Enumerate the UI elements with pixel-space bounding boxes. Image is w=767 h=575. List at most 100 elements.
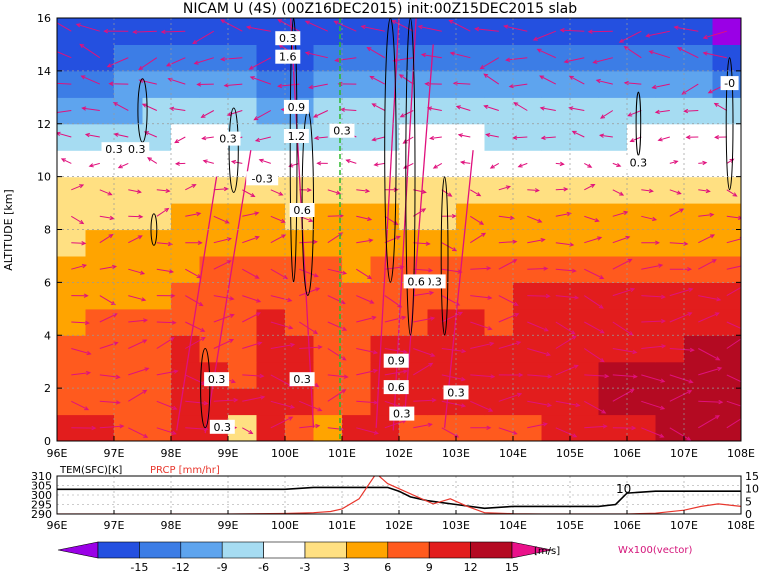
wind-vector	[99, 425, 124, 429]
wind-vector	[309, 83, 328, 89]
wind-vector	[156, 189, 170, 192]
wind-vector	[564, 57, 585, 63]
tem-tick-label: 305	[31, 480, 52, 493]
y-tick-label: 10	[37, 171, 51, 184]
contour-label: 1.6	[279, 51, 297, 64]
contour-label-box	[383, 353, 409, 368]
prcp-tick-label: 10	[745, 483, 759, 496]
colorbar-cell	[221, 541, 264, 559]
wind-vector	[427, 107, 442, 111]
vector-head	[534, 188, 540, 193]
wind-vector	[658, 136, 670, 141]
x-tick-label: 102E	[385, 447, 413, 460]
y-tick-label: 12	[37, 118, 51, 131]
wind-vector	[139, 79, 157, 85]
vector-head	[512, 135, 518, 140]
vector-head	[648, 188, 654, 193]
wind-speed-fill	[57, 18, 741, 441]
vector-head	[141, 297, 147, 302]
wind-vector	[418, 25, 442, 32]
colorbar-tick-label: -9	[217, 561, 228, 574]
vector-head	[474, 26, 480, 32]
wind-vector	[584, 374, 609, 377]
heat-cell	[712, 18, 741, 45]
wind-vector	[61, 158, 72, 164]
colorbar-cell	[346, 541, 389, 559]
vector-head	[365, 188, 371, 194]
vector-head	[203, 400, 209, 406]
wind-vector	[156, 208, 169, 217]
wind-vector	[504, 25, 528, 32]
vector-head	[629, 389, 635, 394]
wind-vector	[71, 264, 87, 270]
wind-vector	[513, 102, 528, 111]
heat-cell	[142, 44, 172, 72]
wind-vector	[270, 344, 295, 349]
wind-vector	[128, 339, 147, 349]
vector-head	[625, 235, 631, 241]
vector-head	[486, 425, 492, 430]
vector-head	[369, 75, 375, 80]
heat-cell	[541, 44, 571, 72]
wind-vector	[584, 215, 599, 222]
contour-label: 0.3	[293, 373, 311, 386]
colorbar-min-triangle	[57, 541, 99, 559]
colorbar-cell	[97, 541, 140, 559]
vector-head	[513, 102, 519, 107]
heat-cell	[513, 150, 543, 178]
heat-cell	[313, 70, 343, 98]
colorbar-cell	[428, 541, 471, 559]
vector-head	[254, 235, 260, 240]
vector-head	[317, 407, 323, 412]
wind-vector	[346, 159, 357, 164]
vector-head	[490, 374, 496, 379]
heat-cell	[456, 123, 486, 151]
vector-head	[254, 274, 260, 279]
contour-label: 0.6	[387, 381, 405, 394]
vector-head	[716, 297, 722, 302]
heat-cell	[456, 18, 486, 45]
wind-vector	[327, 189, 341, 195]
heat-cell	[57, 18, 87, 45]
wind-vector	[71, 348, 91, 355]
vector-head	[334, 57, 340, 63]
wind-vector	[527, 189, 539, 191]
vector-head	[683, 108, 689, 114]
heat-cell	[484, 97, 514, 125]
wind-vector	[453, 82, 471, 85]
vector-head	[542, 422, 548, 427]
vector-head	[714, 135, 720, 140]
vector-head	[623, 210, 629, 216]
vector-head	[543, 327, 549, 332]
y-tick-label: 6	[44, 276, 51, 289]
vector-head	[481, 232, 487, 237]
vector-head	[746, 406, 750, 409]
contour-label: 0.3	[279, 32, 297, 45]
vector-head	[196, 211, 202, 217]
wind-vector	[384, 348, 407, 353]
heat-cell	[513, 44, 543, 72]
wind-vector	[470, 295, 492, 299]
vector-head	[360, 24, 366, 30]
wind-vector	[277, 19, 300, 32]
contour-label: 0.3	[630, 156, 648, 169]
vector-head	[341, 270, 348, 275]
vector-head	[226, 260, 232, 265]
heat-cell	[285, 70, 315, 98]
colorbar-max-triangle	[511, 541, 553, 559]
vector-head	[505, 57, 511, 62]
wind-vector	[527, 423, 547, 429]
vector-head	[657, 137, 663, 142]
wind-vector	[384, 370, 407, 376]
vector-head	[627, 112, 633, 117]
vector-head	[512, 259, 518, 264]
wind-vector	[128, 319, 147, 323]
contour-label-box	[283, 99, 309, 114]
surface-x-tick-label: 100E	[271, 519, 299, 532]
vector-head	[338, 232, 344, 237]
heat-cell	[171, 44, 201, 72]
wind-vector	[584, 162, 592, 168]
wind-vector	[71, 372, 90, 376]
wind-vector	[299, 268, 318, 277]
vector-head	[80, 75, 86, 80]
